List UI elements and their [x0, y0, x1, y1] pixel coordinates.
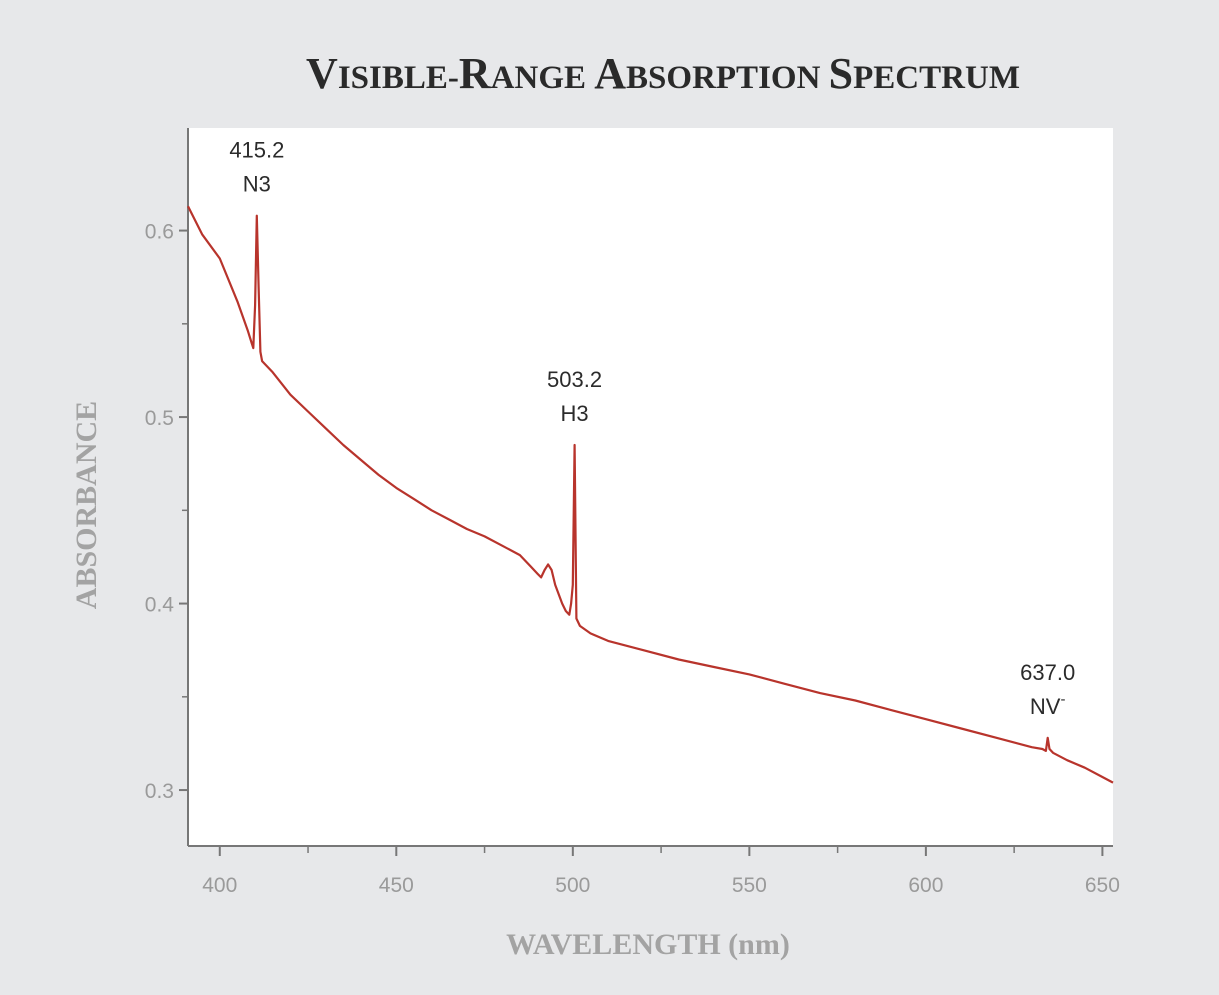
x-tick-label: 450 — [379, 874, 414, 897]
y-tick-label: 0.4 — [145, 594, 175, 617]
x-tick-label: 400 — [202, 874, 237, 897]
x-tick-label: 500 — [555, 874, 590, 897]
x-tick-label: 550 — [732, 874, 767, 897]
x-axis-title: WAVELENGTH (nm) — [506, 928, 790, 961]
x-tick-label: 600 — [908, 874, 943, 897]
x-axis-ticks: 400 450 500 550 600 650 — [202, 846, 1120, 897]
y-axis-title: ABSORBANCE — [70, 401, 103, 609]
peak-annotations: 415.2 N3 503.2 H3 637.0 NV- — [229, 138, 1075, 719]
peak-defect-label: N3 — [243, 172, 271, 197]
peak-wavelength-label: 503.2 — [547, 367, 602, 392]
peak-defect-label: NV- — [1030, 691, 1066, 719]
peak-wavelength-label: 415.2 — [229, 138, 284, 163]
x-tick-label: 650 — [1085, 874, 1120, 897]
chart-title: VISIBLE-RANGE ABSORPTION SPECTRUM — [306, 49, 1020, 98]
y-axis-ticks: 0.3 0.4 0.5 0.6 — [145, 221, 188, 803]
peak-defect-label: H3 — [561, 401, 589, 426]
y-tick-label: 0.3 — [145, 780, 174, 803]
y-tick-label: 0.5 — [145, 407, 174, 430]
y-tick-label: 0.6 — [145, 221, 174, 244]
plot-area — [188, 128, 1113, 846]
peak-wavelength-label: 637.0 — [1020, 660, 1075, 685]
series-line-absorbance — [187, 205, 1114, 784]
